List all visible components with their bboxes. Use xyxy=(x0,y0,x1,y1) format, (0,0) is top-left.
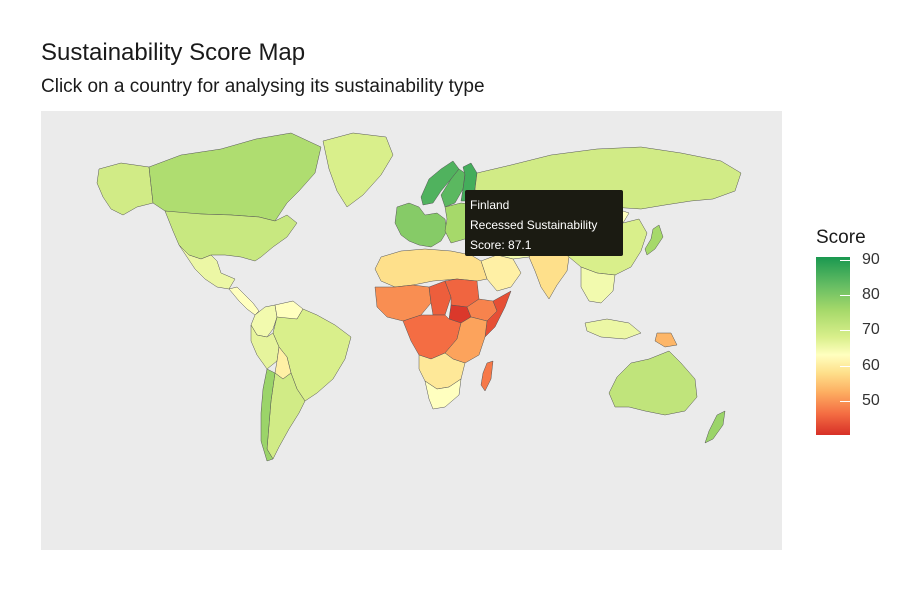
tooltip-score: Score: 87.1 xyxy=(470,238,532,252)
country-new-zealand[interactable] xyxy=(704,410,726,444)
legend-tick-label: 60 xyxy=(862,356,880,374)
legend-tick-mark xyxy=(840,330,850,332)
country-canada[interactable] xyxy=(148,132,322,222)
country-greenland[interactable] xyxy=(322,132,394,208)
country-central-america[interactable] xyxy=(228,286,260,316)
country-sweden[interactable] xyxy=(440,168,466,208)
country-japan[interactable] xyxy=(644,224,664,256)
legend-tick-label: 80 xyxy=(862,286,880,304)
legend-tick-mark xyxy=(840,260,850,261)
country-somalia[interactable] xyxy=(484,290,512,338)
legend-tick-label: 70 xyxy=(862,321,880,339)
country-south-africa[interactable] xyxy=(424,378,462,410)
legend-tick-mark xyxy=(840,400,850,402)
region-sahel[interactable] xyxy=(374,284,432,322)
country-madagascar[interactable] xyxy=(480,360,494,392)
legend-tick-mark xyxy=(840,295,850,297)
legend-tick-label: 90 xyxy=(862,251,880,268)
country-indonesia[interactable] xyxy=(584,318,642,340)
legend-title: Score xyxy=(816,227,866,248)
legend-tick-label: 50 xyxy=(862,391,880,409)
country-alaska[interactable] xyxy=(96,162,154,216)
country-papua-new-guinea[interactable] xyxy=(654,332,678,348)
world-map[interactable] xyxy=(41,111,782,550)
country-mexico[interactable] xyxy=(178,244,236,290)
country-saudi-arabia[interactable] xyxy=(480,254,522,292)
map-panel[interactable]: Finland Recessed Sustainability Score: 8… xyxy=(41,111,782,550)
legend-tick-mark xyxy=(840,365,850,367)
country-chile[interactable] xyxy=(260,368,276,462)
page-subtitle: Click on a country for analysing its sus… xyxy=(41,76,485,97)
tooltip-country: Finland xyxy=(470,198,510,212)
region-western-europe[interactable] xyxy=(394,202,448,248)
tooltip-type: Recessed Sustainability xyxy=(470,218,598,232)
country-australia[interactable] xyxy=(608,350,698,416)
legend-color-bar xyxy=(816,257,850,435)
region-southeast-asia[interactable] xyxy=(580,266,616,304)
page-title: Sustainability Score Map xyxy=(41,39,306,66)
region-east-africa[interactable] xyxy=(444,316,488,364)
country-tooltip: Finland Recessed Sustainability Score: 8… xyxy=(465,190,623,256)
